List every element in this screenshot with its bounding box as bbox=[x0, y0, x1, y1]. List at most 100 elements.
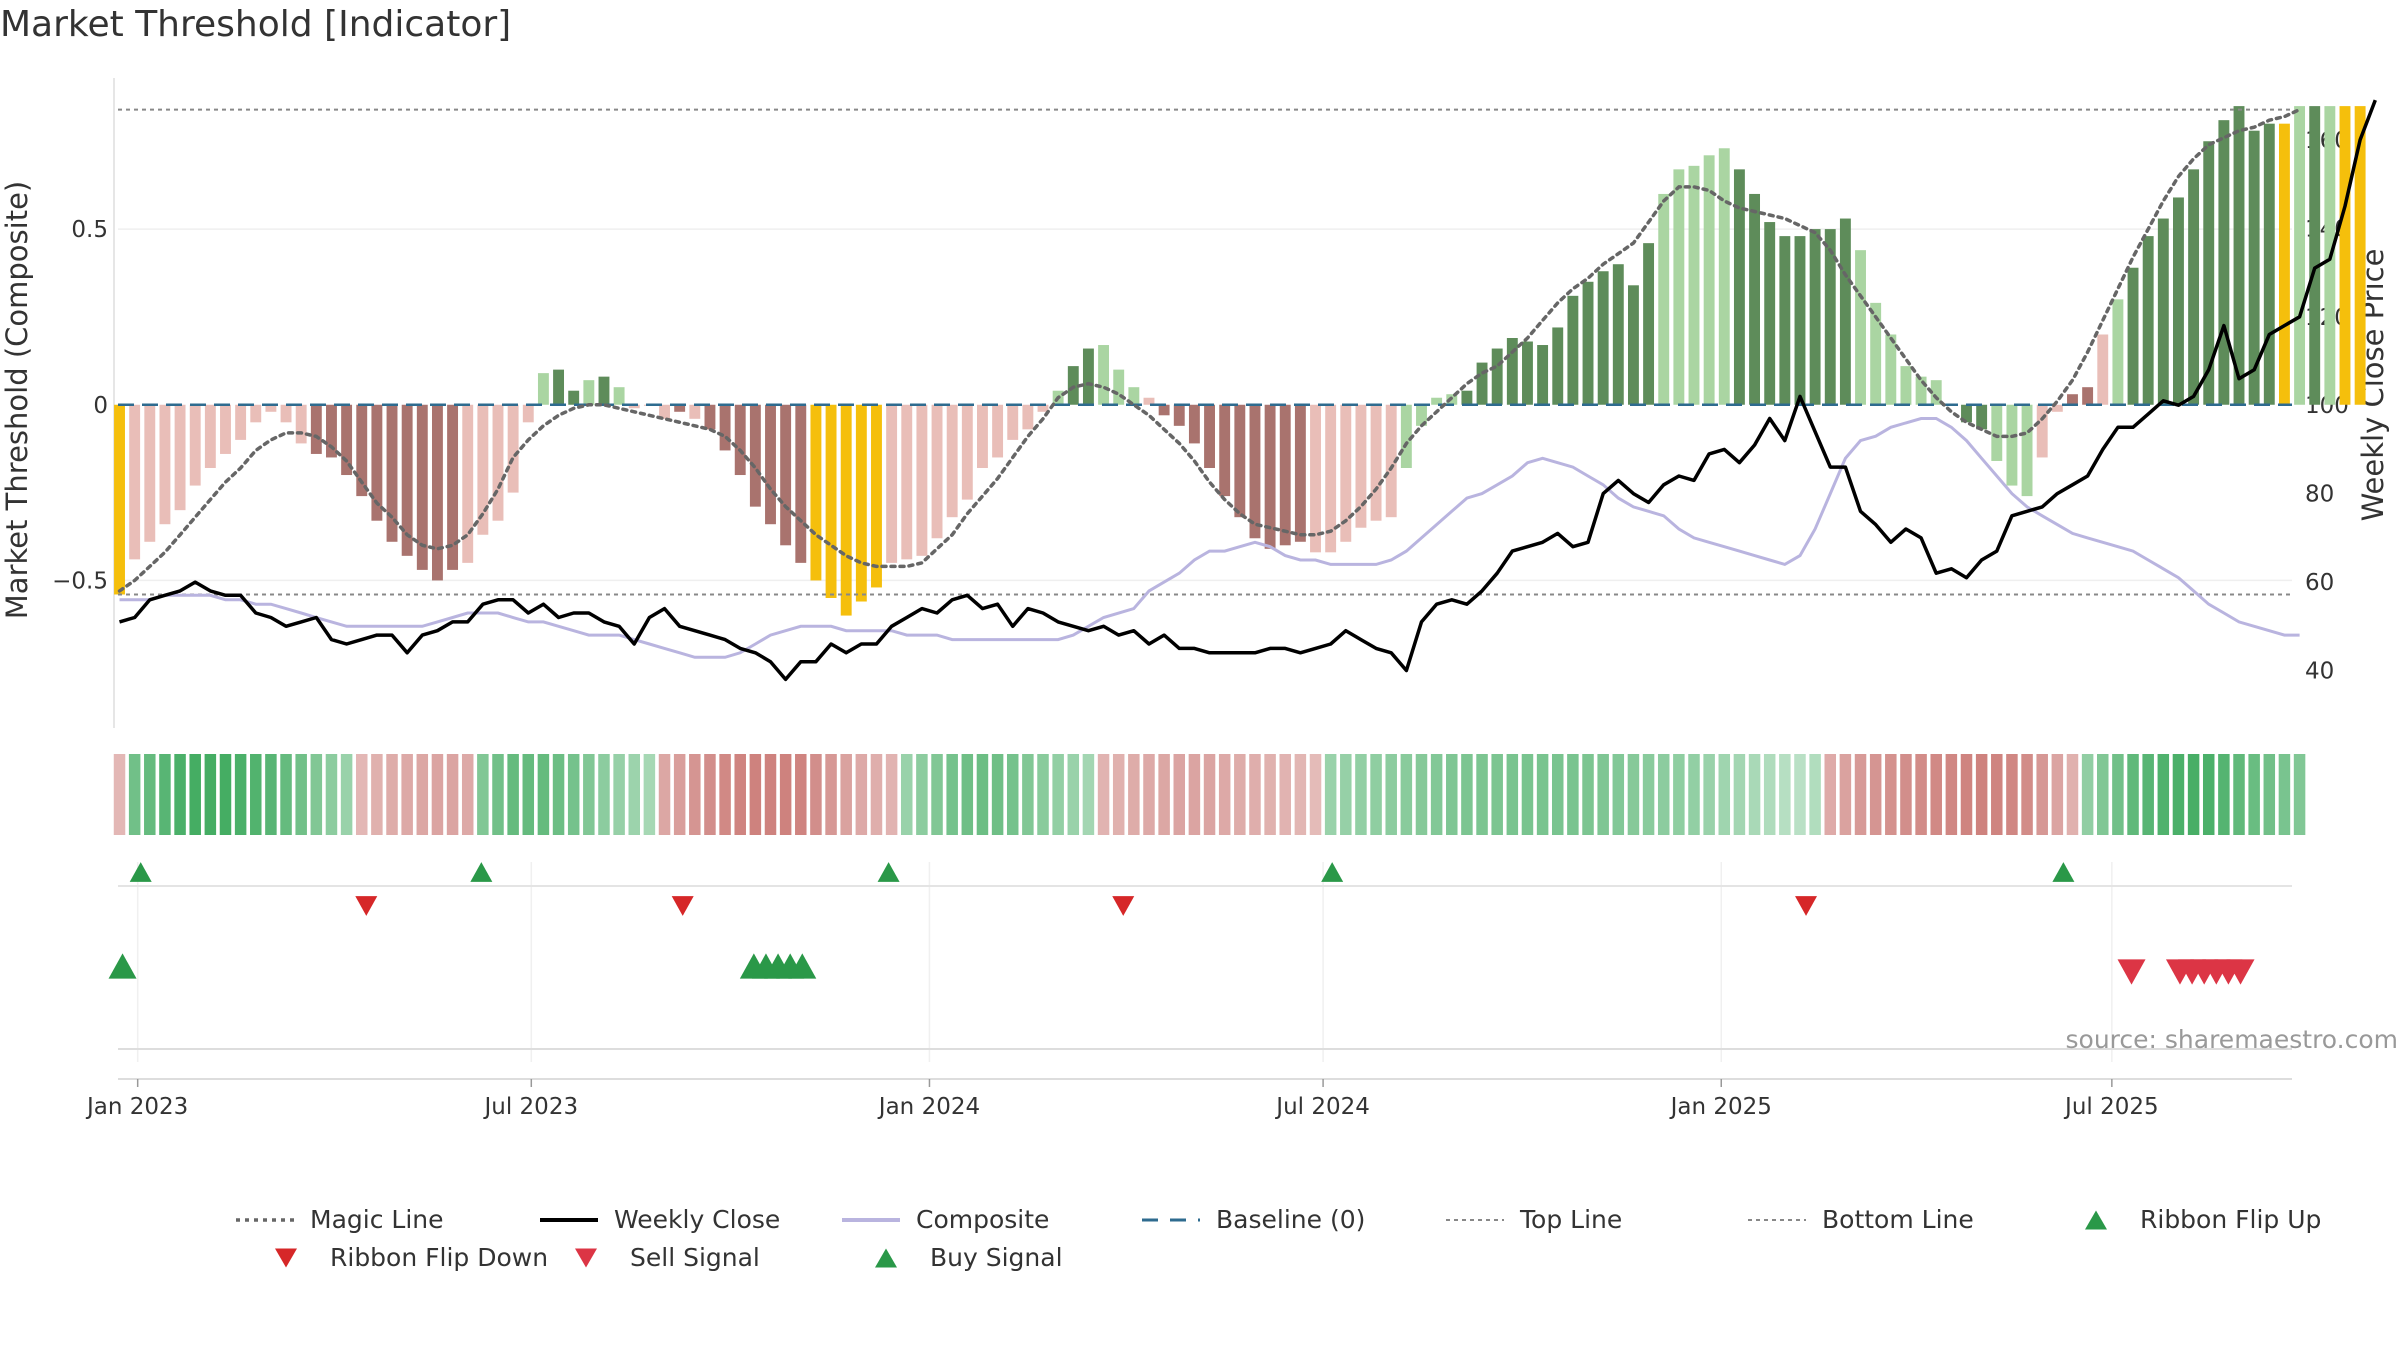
ribbon-cell bbox=[1900, 754, 1912, 835]
composite-bar bbox=[1082, 348, 1094, 405]
ribbon-cell bbox=[1112, 754, 1125, 835]
ribbon-cell bbox=[1249, 754, 1261, 835]
ribbon-cell bbox=[1975, 754, 1988, 835]
composite-bar bbox=[916, 404, 928, 556]
ribbon-cell bbox=[1839, 754, 1852, 835]
ribbon-cell bbox=[885, 754, 898, 835]
composite-bar bbox=[537, 373, 549, 405]
ribbon-cell bbox=[250, 754, 262, 835]
composite-bar bbox=[174, 404, 186, 511]
ribbon-cell bbox=[265, 754, 277, 835]
composite-bar bbox=[992, 404, 1004, 458]
sell-signal-marker bbox=[2226, 959, 2255, 985]
composite-bar bbox=[447, 404, 459, 570]
ribbon-cell bbox=[2021, 754, 2033, 835]
composite-bar bbox=[462, 404, 474, 563]
composite-bar bbox=[749, 404, 761, 507]
magic-line bbox=[117, 107, 2302, 593]
ribbon-cell bbox=[1506, 754, 1519, 835]
ribbon-cell bbox=[1960, 754, 1973, 835]
composite-bar bbox=[1718, 148, 1730, 405]
ribbon-cell bbox=[1143, 754, 1155, 835]
legend-swatch bbox=[875, 1248, 897, 1268]
ribbon-cell bbox=[1294, 754, 1307, 835]
ribbon-cell bbox=[795, 754, 807, 835]
composite-bar bbox=[2173, 197, 2184, 405]
ribbon-flip-up-marker bbox=[877, 862, 900, 882]
composite-bar bbox=[159, 404, 171, 525]
legend-label: Baseline (0) bbox=[1216, 1205, 1365, 1234]
ribbon-cell bbox=[416, 754, 429, 835]
composite-bar bbox=[568, 390, 580, 405]
ribbon-cell bbox=[1991, 754, 2003, 835]
ribbon-cell bbox=[219, 754, 232, 835]
composite-bar bbox=[114, 404, 125, 595]
composite-bar bbox=[1007, 404, 1019, 440]
legend: Magic Line Weekly Close Composite Baseline … bbox=[236, 1205, 2321, 1272]
legend-label: Bottom Line bbox=[1822, 1205, 1974, 1234]
ribbon-flip-up-marker bbox=[470, 862, 493, 882]
ribbon-cell bbox=[673, 754, 686, 835]
ribbon-cell bbox=[1052, 754, 1064, 835]
composite-bar bbox=[1885, 334, 1897, 405]
legend-label: Buy Signal bbox=[930, 1243, 1063, 1272]
composite-bar bbox=[1976, 404, 1988, 430]
composite-bar bbox=[1991, 404, 2003, 461]
ribbon-cell bbox=[991, 754, 1004, 835]
composite-bar bbox=[1764, 222, 1776, 405]
composite-bar bbox=[704, 404, 716, 430]
legend-label: Composite bbox=[916, 1205, 1049, 1234]
signal-markers bbox=[108, 862, 2255, 985]
composite-bar bbox=[719, 404, 731, 451]
composite-bar bbox=[1098, 345, 1110, 405]
ribbon-cell bbox=[1324, 754, 1337, 835]
ribbon-cell bbox=[1930, 754, 1942, 835]
ribbon-cell bbox=[1733, 754, 1746, 835]
ribbon-strip bbox=[113, 754, 2306, 835]
composite-bar bbox=[1234, 404, 1246, 518]
ribbon-cell bbox=[1915, 754, 1927, 835]
composite-bar bbox=[416, 404, 428, 570]
ribbon-cell bbox=[1657, 754, 1670, 835]
composite-bar bbox=[674, 404, 686, 412]
ribbon-cell bbox=[1234, 754, 1246, 835]
ribbon-cell bbox=[1885, 754, 1897, 835]
composite-bar bbox=[1294, 404, 1306, 542]
composite-bar bbox=[1431, 397, 1443, 405]
ribbon-cell bbox=[492, 754, 504, 835]
ribbon-cell bbox=[1128, 754, 1140, 835]
ribbon-cell bbox=[1521, 754, 1534, 835]
composite-bar bbox=[386, 404, 398, 542]
composite-bar bbox=[1915, 376, 1927, 405]
composite-bar bbox=[2203, 141, 2215, 405]
ribbon-cell bbox=[477, 754, 489, 835]
composite-bar bbox=[265, 404, 277, 412]
composite-bar bbox=[477, 404, 489, 535]
source-credit: source: sharemaestro.com bbox=[2066, 1025, 2399, 1054]
ribbon-cell bbox=[1385, 754, 1397, 835]
composite-bar bbox=[734, 404, 746, 476]
composite-bar bbox=[1794, 236, 1806, 405]
ribbon-cell bbox=[431, 754, 444, 835]
ribbon-cell bbox=[2187, 754, 2200, 835]
composite-bar bbox=[507, 404, 519, 493]
ribbon-cell bbox=[461, 754, 474, 835]
legend-label: Sell Signal bbox=[630, 1243, 760, 1272]
legend-swatch bbox=[2085, 1210, 2107, 1230]
composite-bar bbox=[2142, 236, 2154, 405]
composite-bar bbox=[886, 404, 898, 563]
ribbon-cell bbox=[1809, 754, 1821, 835]
composite-bar bbox=[1037, 404, 1049, 412]
chart-title: Market Threshold [Indicator] bbox=[0, 4, 512, 45]
x-tick-label: Jan 2023 bbox=[85, 1094, 188, 1120]
ribbon-cell bbox=[1203, 754, 1216, 835]
composite-bar bbox=[492, 404, 504, 521]
composite-bar bbox=[1370, 404, 1382, 521]
ribbon-cell bbox=[1688, 754, 1700, 835]
composite-bar bbox=[1824, 229, 1836, 405]
ribbon-cell bbox=[2112, 754, 2124, 835]
ribbon-cell bbox=[507, 754, 519, 835]
ribbon-cell bbox=[144, 754, 156, 835]
legend-item: Composite bbox=[842, 1205, 1049, 1234]
ribbon-cell bbox=[1264, 754, 1276, 835]
